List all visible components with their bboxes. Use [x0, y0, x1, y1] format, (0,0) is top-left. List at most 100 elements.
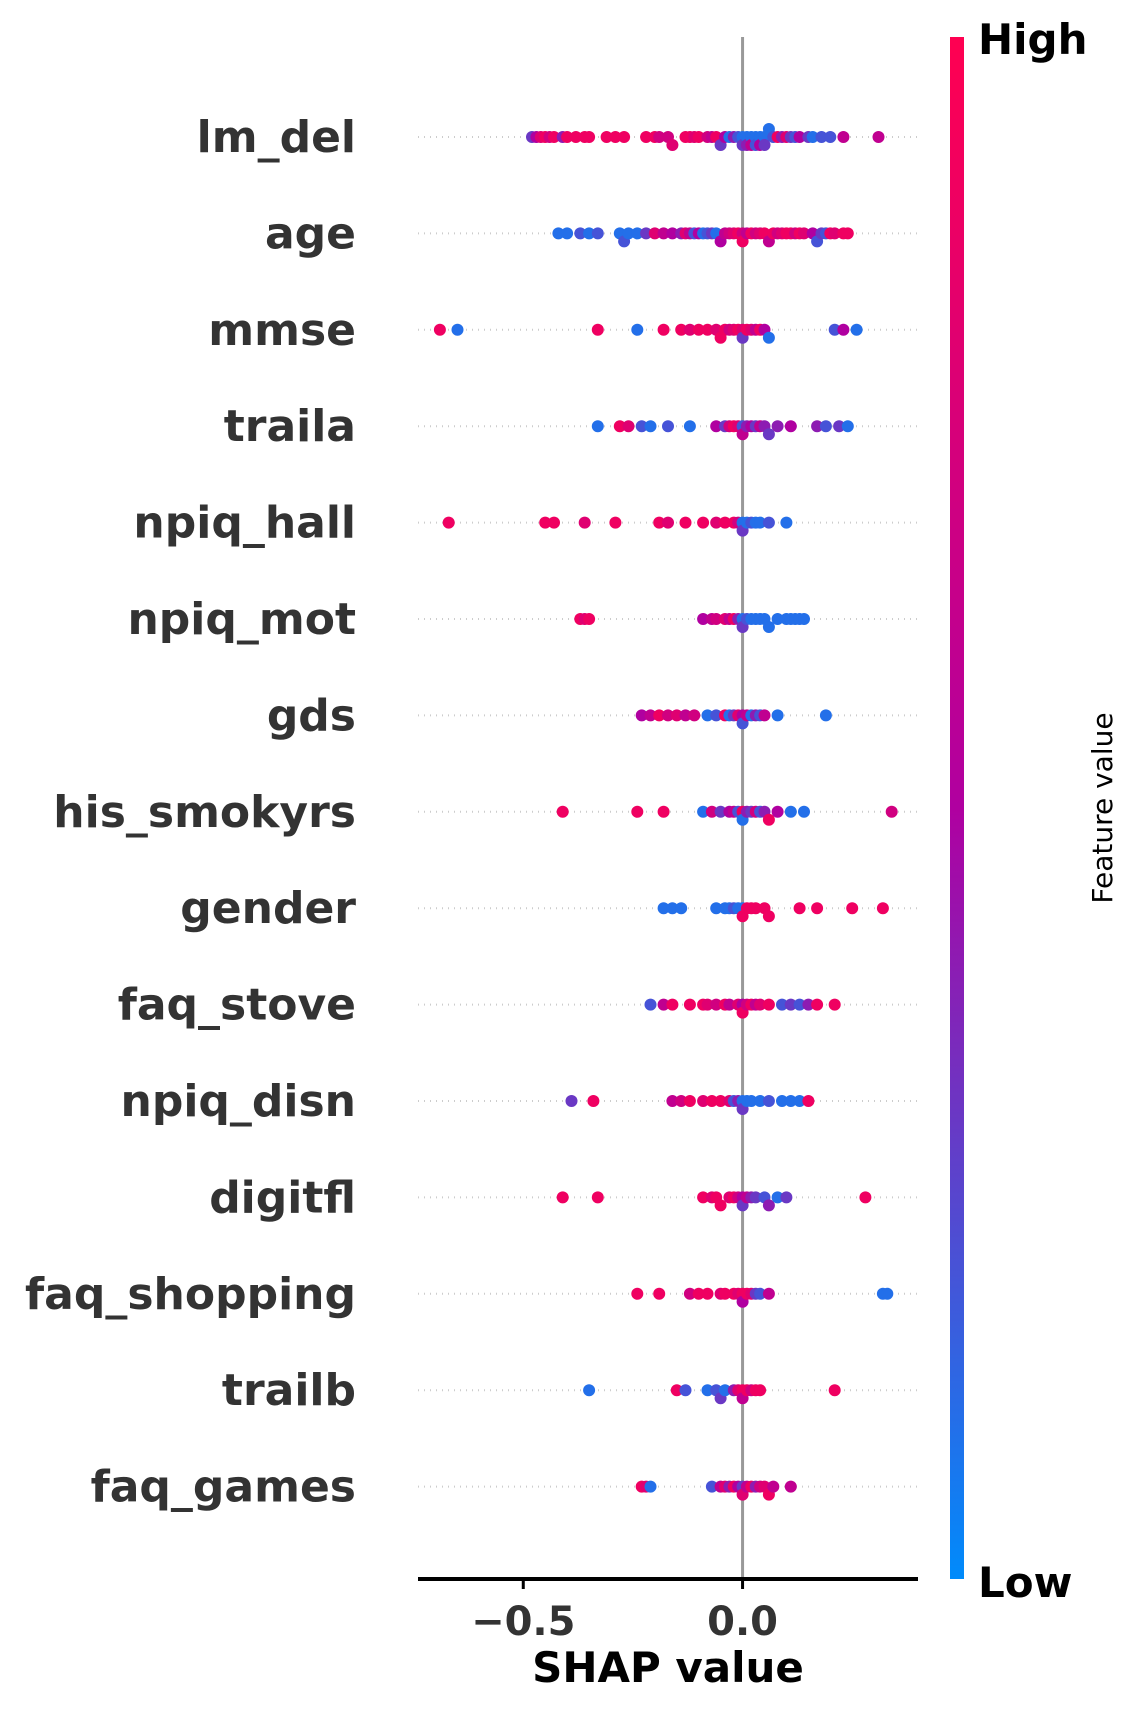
shap-point	[451, 323, 464, 336]
shap-point	[780, 1191, 793, 1204]
shap-point	[701, 709, 714, 722]
shap-point	[688, 709, 701, 722]
shap-point	[622, 227, 635, 240]
shap-point	[749, 1191, 762, 1204]
feature-label: his_smokyrs	[53, 787, 356, 838]
shap-point	[679, 516, 692, 529]
shap-point	[670, 709, 683, 722]
shap-point	[705, 805, 718, 818]
shap-point	[793, 998, 806, 1011]
shap-point	[600, 131, 613, 143]
shap-point	[657, 902, 670, 915]
shap-point	[613, 420, 626, 433]
shap-point	[841, 420, 854, 433]
colorbar-title: Feature value	[1086, 712, 1119, 903]
shap-point	[784, 1480, 797, 1493]
shap-point	[828, 998, 841, 1011]
shap-point	[780, 516, 793, 529]
shap-point	[793, 131, 806, 143]
shap-point	[762, 428, 775, 441]
colorbar-gradient	[950, 37, 964, 1579]
shap-point	[583, 131, 596, 143]
shap-point	[771, 709, 784, 722]
shap-point	[872, 131, 885, 143]
shap-point	[793, 902, 806, 915]
shap-point	[618, 131, 631, 143]
shap-point	[583, 1384, 596, 1397]
shap-point	[653, 1287, 666, 1300]
shap-point	[653, 516, 666, 529]
feature-label: npiq_hall	[133, 498, 356, 549]
shap-point	[657, 805, 670, 818]
shap-point	[859, 1191, 872, 1204]
feature-label: faq_shopping	[25, 1269, 356, 1320]
shap-point	[881, 1287, 894, 1300]
shap-point	[719, 1287, 731, 1300]
shap-point	[591, 420, 604, 433]
shap-point	[767, 1480, 780, 1493]
shap-point	[631, 1287, 644, 1300]
shap-point	[697, 1095, 710, 1107]
shap-point	[644, 1480, 657, 1493]
shap-point	[784, 1095, 797, 1107]
shap-point	[662, 516, 674, 529]
colorbar-low-label: Low	[978, 1558, 1072, 1607]
shap-point	[591, 323, 604, 336]
shap-point	[819, 420, 832, 433]
shap-point	[561, 227, 574, 240]
colorbar-high-label: High	[978, 15, 1088, 64]
feature-label: faq_games	[91, 1462, 356, 1513]
shap-point	[824, 131, 837, 143]
shap-point	[754, 1384, 767, 1397]
shap-point	[837, 131, 850, 143]
shap-point	[692, 131, 705, 143]
shap-point	[679, 1384, 692, 1397]
shap-point	[710, 709, 723, 722]
shap-point	[657, 323, 670, 336]
shap-point	[670, 1384, 683, 1397]
feature-label: trailb	[222, 1365, 356, 1416]
shap-point	[745, 1095, 758, 1107]
shap-point	[714, 1199, 727, 1212]
feature-label: age	[265, 208, 356, 259]
shap-point	[683, 998, 696, 1011]
shap-point	[828, 323, 841, 336]
shap-point	[837, 323, 850, 336]
shap-points	[433, 123, 898, 1501]
shap-point	[798, 613, 810, 625]
shap-point	[776, 998, 788, 1011]
shap-point	[710, 613, 723, 625]
shap-point	[574, 227, 587, 240]
shap-point	[561, 131, 574, 143]
shap-point	[683, 420, 696, 433]
shap-point	[762, 516, 775, 529]
shap-point	[609, 516, 622, 529]
shap-point	[784, 420, 797, 433]
shap-point	[705, 1480, 718, 1493]
shap-point	[666, 998, 679, 1011]
shap-point	[653, 131, 666, 143]
shap-point	[662, 420, 674, 433]
shap-point	[762, 910, 775, 923]
shap-point	[798, 227, 810, 240]
shap-point	[622, 420, 635, 433]
shap-point	[811, 902, 824, 915]
shap-point	[657, 227, 670, 240]
shap-point	[798, 805, 810, 818]
feature-label: faq_stove	[118, 980, 356, 1031]
shap-point	[697, 805, 710, 818]
shap-point	[846, 902, 859, 915]
shap-point	[640, 227, 653, 240]
shap-point	[723, 998, 736, 1011]
shap-point	[885, 805, 898, 818]
shap-point	[776, 1095, 788, 1107]
shap-point	[683, 323, 696, 336]
shap-point	[701, 1287, 714, 1300]
feature-label: npiq_mot	[127, 594, 356, 645]
shap-point	[815, 131, 828, 143]
shap-point	[552, 227, 565, 240]
feature-label: npiq_disn	[121, 1076, 357, 1127]
shap-point	[609, 131, 622, 143]
feature-label: digitfl	[209, 1172, 356, 1223]
